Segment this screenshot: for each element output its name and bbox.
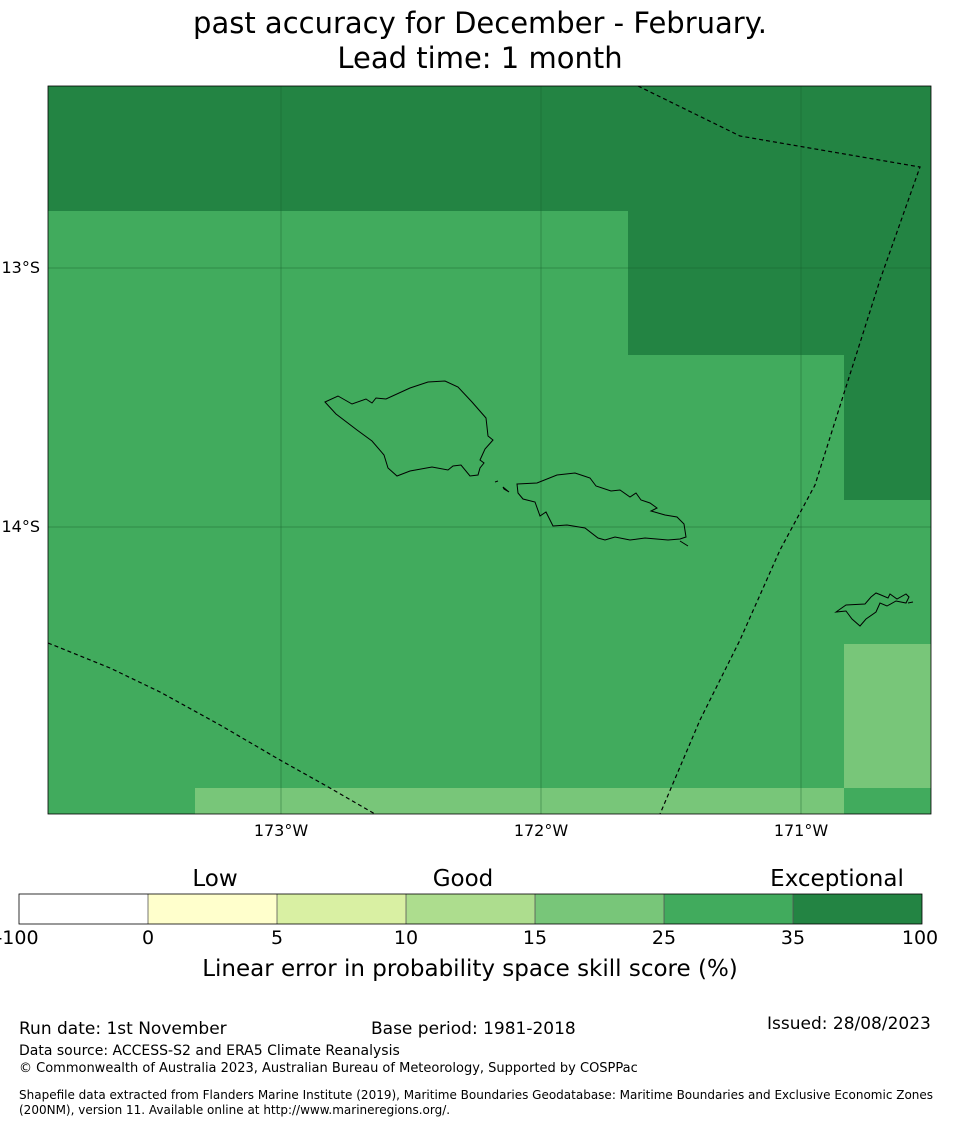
colorbar-swatch-15-25 <box>535 894 664 924</box>
base-period: Base period: 1981-2018 <box>371 1019 576 1039</box>
colorbar-category-exceptional: Exceptional <box>770 866 904 892</box>
copyright-notice: © Commonwealth of Australia 2023, Austra… <box>19 1061 638 1076</box>
colorbar-tick-35: 35 <box>780 927 806 949</box>
colorbar-tick-minus100: -100 <box>0 927 39 949</box>
skill-cell-15-25-east <box>844 644 931 788</box>
colorbar-tick-0: 0 <box>141 927 155 949</box>
lat-label-14s: 14°S <box>1 517 40 536</box>
colorbar-tick-100: 100 <box>901 927 939 949</box>
eez-boundary-east <box>637 86 921 814</box>
colorbar-tick-25: 25 <box>651 927 677 949</box>
shapefile-credit-line-1: Shapefile data extracted from Flanders M… <box>19 1088 934 1102</box>
colorbar-swatch-10-15 <box>406 894 535 924</box>
run-date: Run date: 1st November <box>19 1019 227 1039</box>
colorbar-border <box>18 893 923 925</box>
colorbar-swatch-minus100-0 <box>19 894 148 924</box>
savaii-island <box>324 380 494 477</box>
colorbar-tick-15: 15 <box>522 927 548 949</box>
lat-label-13s: 13°S <box>1 258 40 277</box>
upolu-island <box>516 472 687 541</box>
map-title-line-1: past accuracy for December - February. <box>193 6 767 40</box>
colorbar-category-low: Low <box>192 866 238 892</box>
colorbar-tick-10: 10 <box>393 927 419 949</box>
shapefile-credit-line-2: (200NM), version 11. Available online at… <box>19 1103 451 1117</box>
maritime-boundaries <box>48 86 921 814</box>
lon-label-172w: 172°W <box>513 821 569 840</box>
skill-cell-35-100-top <box>48 86 931 211</box>
colorbar-title: Linear error in probability space skill … <box>202 956 738 982</box>
issued-date: Issued: 28/08/2023 <box>767 1014 931 1034</box>
apolima-island <box>494 480 499 483</box>
map-border <box>47 85 932 815</box>
data-source: Data source: ACCESS-S2 and ERA5 Climate … <box>19 1043 400 1059</box>
colorbar-swatch-5-10 <box>277 894 406 924</box>
colorbar-tick-5: 5 <box>270 927 284 949</box>
upolu-east-tip <box>679 540 689 547</box>
tutuila-island <box>834 592 910 627</box>
colorbar-swatch-0-5 <box>148 894 277 924</box>
colorbar-dividers <box>147 894 794 924</box>
map-frame <box>48 86 931 814</box>
coastlines <box>324 380 914 627</box>
eez-boundary-south <box>48 642 376 814</box>
skill-cell-15-25-south <box>195 788 844 814</box>
aunuu-island <box>907 601 914 604</box>
colorbar-swatch-35-100 <box>793 894 922 924</box>
graticule <box>48 86 931 814</box>
colorbar-category-good: Good <box>432 866 494 892</box>
colorbar-swatch-25-35 <box>664 894 793 924</box>
skill-cell-35-100-edge <box>844 355 931 500</box>
lon-label-173w: 173°W <box>253 821 309 840</box>
map-title-line-2: Lead time: 1 month <box>337 41 623 75</box>
lon-label-171w: 171°W <box>773 821 829 840</box>
manono-island <box>502 486 510 493</box>
skill-cell-35-100-east <box>628 211 931 355</box>
colorbar <box>18 893 923 925</box>
